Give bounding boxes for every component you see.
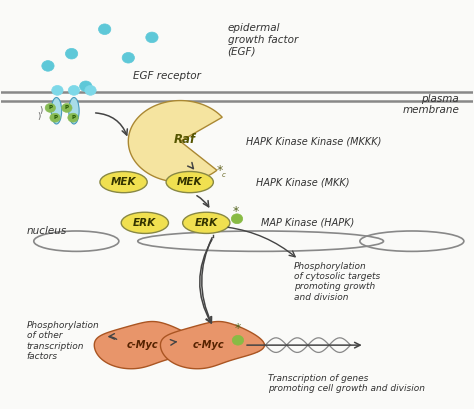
Ellipse shape [121, 212, 168, 234]
Text: Transcription of genes
promoting cell growth and division: Transcription of genes promoting cell gr… [268, 374, 425, 393]
Ellipse shape [69, 97, 79, 124]
Circle shape [122, 52, 135, 63]
Circle shape [62, 103, 72, 112]
Text: *: * [233, 205, 239, 218]
Text: P: P [53, 115, 57, 120]
Text: MEK: MEK [111, 177, 137, 187]
Text: P: P [71, 115, 75, 120]
Text: c: c [221, 172, 225, 178]
Circle shape [65, 48, 78, 59]
Text: plasma
membrane: plasma membrane [402, 94, 459, 115]
Ellipse shape [100, 171, 147, 193]
Text: c-Myc: c-Myc [193, 340, 225, 350]
Text: HAPK Kinase (MKK): HAPK Kinase (MKK) [256, 177, 349, 187]
Text: c-Myc: c-Myc [127, 340, 158, 350]
Text: Raf: Raf [174, 133, 196, 146]
Circle shape [45, 103, 55, 112]
Text: Phosphorylation
of cytosolic targets
promoting growth
and division: Phosphorylation of cytosolic targets pro… [294, 262, 380, 302]
Text: P: P [48, 106, 52, 110]
Circle shape [80, 81, 92, 92]
Text: *: * [235, 322, 241, 335]
Text: EGF receptor: EGF receptor [133, 71, 201, 81]
Text: HAPK Kinase Kinase (MKKK): HAPK Kinase Kinase (MKKK) [246, 136, 382, 146]
Circle shape [52, 85, 63, 95]
Text: nucleus: nucleus [27, 226, 67, 236]
Text: ): ) [39, 106, 43, 115]
Text: MAP Kinase (HAPK): MAP Kinase (HAPK) [261, 218, 354, 228]
Circle shape [85, 85, 96, 95]
Circle shape [231, 214, 243, 224]
Circle shape [50, 113, 60, 122]
Circle shape [68, 85, 80, 95]
Circle shape [146, 32, 158, 43]
Text: Phosphorylation
of other
transcription
factors: Phosphorylation of other transcription f… [27, 321, 100, 361]
Ellipse shape [182, 212, 230, 234]
Ellipse shape [51, 97, 62, 124]
Circle shape [232, 335, 244, 345]
PathPatch shape [94, 321, 198, 369]
PathPatch shape [128, 101, 222, 182]
Text: ): ) [38, 112, 41, 121]
Circle shape [68, 113, 78, 122]
Text: MEK: MEK [177, 177, 202, 187]
Text: P: P [65, 106, 69, 110]
Text: *: * [216, 164, 222, 177]
Text: ERK: ERK [195, 218, 218, 228]
Circle shape [42, 61, 54, 71]
Text: ERK: ERK [133, 218, 156, 228]
Ellipse shape [166, 171, 213, 193]
Text: epidermal
growth factor
(EGF): epidermal growth factor (EGF) [228, 23, 298, 56]
PathPatch shape [160, 321, 264, 369]
Circle shape [99, 24, 111, 34]
